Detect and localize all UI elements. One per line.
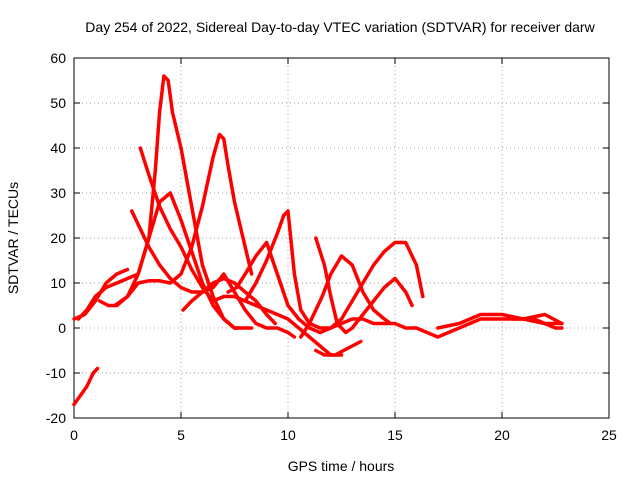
y-tick-label: 0 xyxy=(58,320,66,336)
series-track-15 xyxy=(510,317,564,330)
series-track-5 xyxy=(112,191,254,330)
x-tick-label: 25 xyxy=(601,427,617,443)
x-axis: 0 5 10 15 20 25 xyxy=(70,58,617,443)
y-tick-label: -20 xyxy=(46,410,66,426)
series-track-3 xyxy=(76,74,241,330)
x-tick-label: 0 xyxy=(70,427,78,443)
series-track-12 xyxy=(314,236,414,335)
grid xyxy=(74,58,609,418)
y-tick-label: 40 xyxy=(50,140,66,156)
series-track-13 xyxy=(314,339,363,357)
series-track-7 xyxy=(138,146,344,357)
x-tick-label: 15 xyxy=(387,427,403,443)
series-track-10 xyxy=(243,209,564,339)
y-tick-label: 10 xyxy=(50,275,66,291)
y-tick-label: 30 xyxy=(50,185,66,201)
chart-title: Day 254 of 2022, Sidereal Day-to-day VTE… xyxy=(85,19,595,35)
x-tick-label: 20 xyxy=(494,427,510,443)
y-tick-label: 60 xyxy=(50,50,66,66)
y-axis: -20 -10 0 10 20 30 40 50 60 xyxy=(46,50,609,426)
series-track-14 xyxy=(436,312,564,330)
x-tick-label: 5 xyxy=(177,427,185,443)
x-tick-label: 10 xyxy=(280,427,296,443)
x-axis-label: GPS time / hours xyxy=(288,458,395,474)
series-track-1 xyxy=(72,366,100,407)
series-track-9 xyxy=(226,240,425,335)
y-tick-label: 50 xyxy=(50,95,66,111)
y-axis-label: SDTVAR / TECUs xyxy=(5,182,21,294)
series-track-6 xyxy=(130,209,297,339)
y-tick-label: -10 xyxy=(46,365,66,381)
data-series xyxy=(72,74,564,407)
series-track-8 xyxy=(181,276,277,326)
series-track-11 xyxy=(299,254,393,339)
y-tick-label: 20 xyxy=(50,230,66,246)
